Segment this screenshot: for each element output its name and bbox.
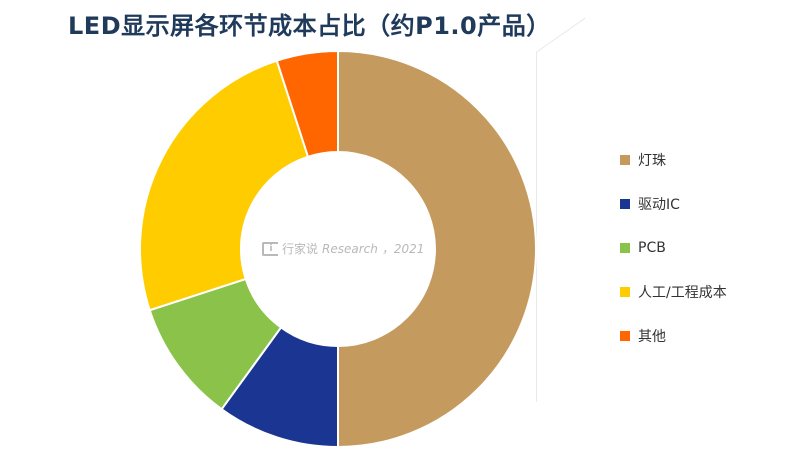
legend-swatch bbox=[620, 287, 630, 297]
legend: 灯珠驱动IC PCB 人工/工程成本 其他 bbox=[620, 138, 727, 358]
donut-slices bbox=[139, 49, 537, 449]
legend-label: 驱动IC bbox=[638, 197, 680, 213]
donut-slice-4 bbox=[275, 49, 339, 159]
legend-item: PCB bbox=[620, 226, 727, 270]
donut-slice-3 bbox=[139, 59, 310, 312]
legend-label: PCB bbox=[638, 240, 666, 256]
watermark-logo-icon: i bbox=[262, 241, 278, 256]
legend-label: 灯珠 bbox=[638, 153, 666, 169]
legend-swatch bbox=[620, 199, 630, 209]
watermark-brand: 行家说 bbox=[282, 242, 319, 256]
legend-item: 灯珠 bbox=[620, 138, 727, 182]
donut-slice-0 bbox=[337, 49, 537, 449]
legend-item: 驱动IC bbox=[620, 182, 727, 226]
legend-swatch bbox=[620, 155, 630, 165]
legend-swatch bbox=[620, 243, 630, 253]
legend-swatch bbox=[620, 331, 630, 341]
legend-label: 其他 bbox=[638, 329, 666, 345]
watermark-year: ，2021 bbox=[381, 242, 425, 256]
watermark-en: Research bbox=[322, 241, 378, 256]
legend-label: 人工/工程成本 bbox=[638, 285, 727, 301]
legend-item: 其他 bbox=[620, 314, 727, 358]
chart-title: LED显示屏各环节成本占比（约P1.0产品） bbox=[68, 12, 551, 40]
legend-item: 人工/工程成本 bbox=[620, 270, 727, 314]
watermark: i 行家说 Research ，2021 bbox=[262, 240, 424, 257]
